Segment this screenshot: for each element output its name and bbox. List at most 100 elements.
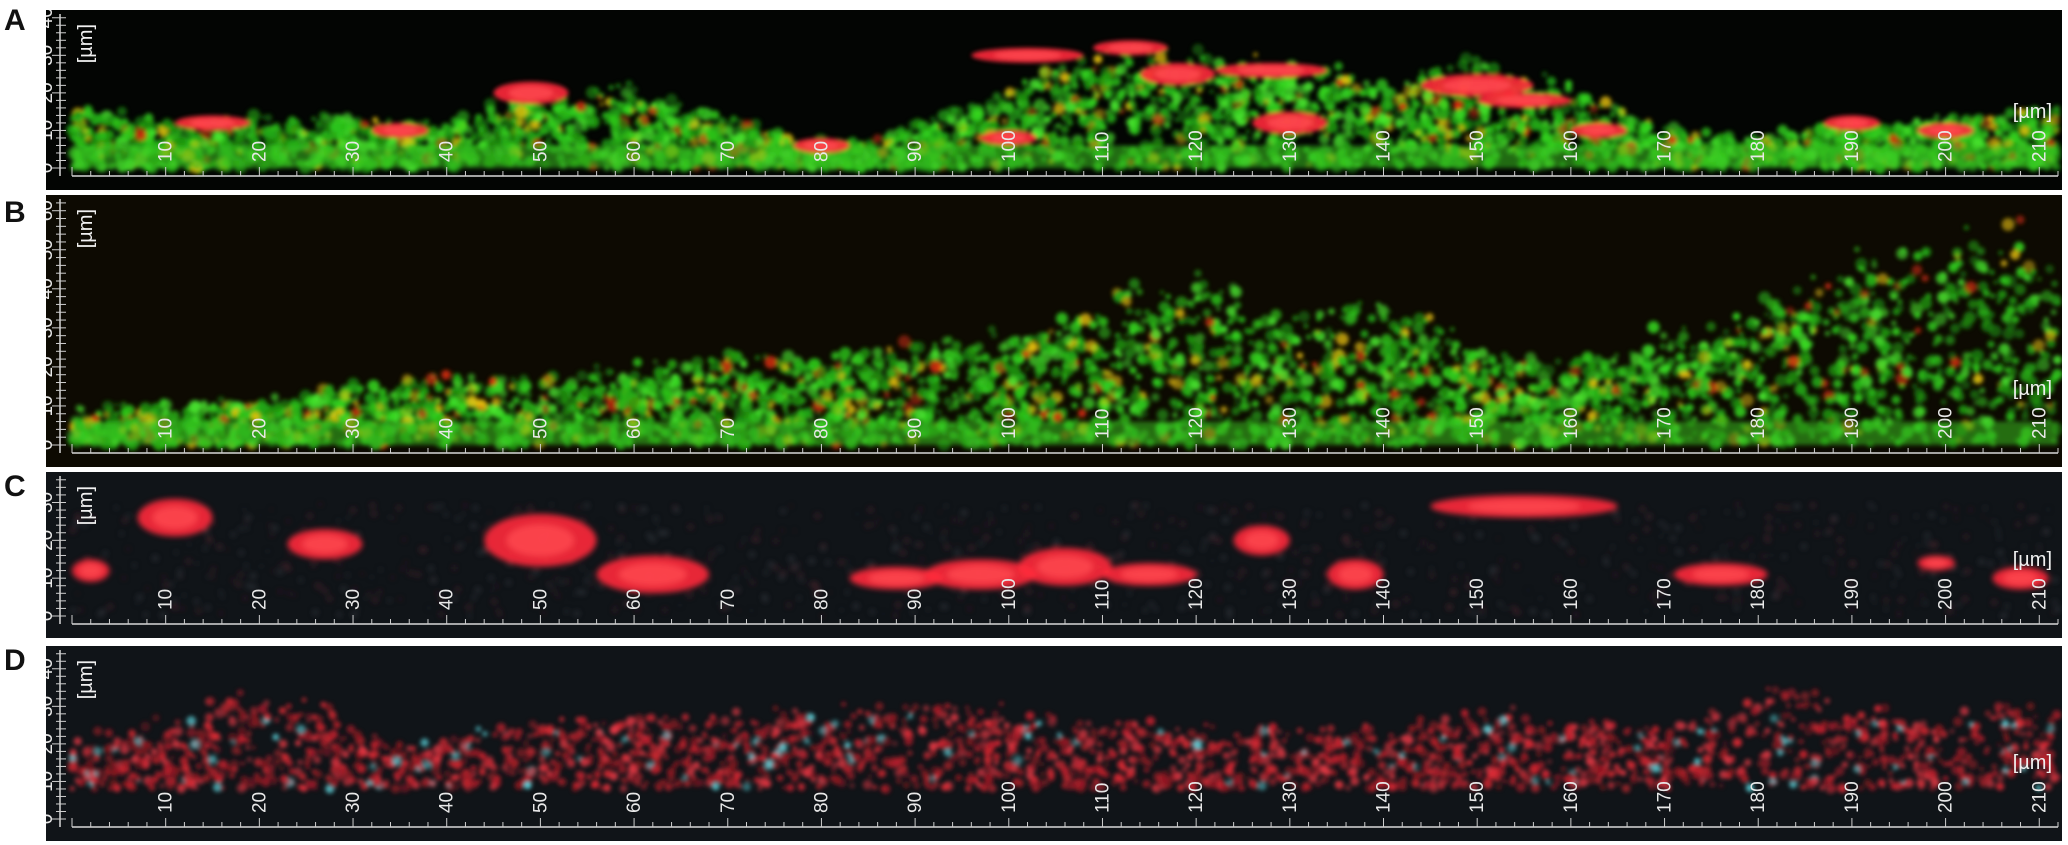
y-tick-label: 0 <box>46 814 57 825</box>
x-tick-label: 130 <box>1280 130 1301 162</box>
y-unit-label: [µm] <box>75 486 97 525</box>
x-tick-label: 70 <box>718 792 739 813</box>
x-tick-label: 210 <box>2029 781 2050 813</box>
x-tick-label: 130 <box>1280 781 1301 813</box>
x-unit-label: [µm] <box>2013 752 2052 774</box>
x-tick-label: 200 <box>1936 407 1957 439</box>
y-tick-label: 20 <box>46 356 57 377</box>
x-tick-label: 20 <box>249 792 270 813</box>
panel-letter-a: A <box>4 4 26 37</box>
x-tick-label: 210 <box>2029 578 2050 610</box>
x-tick-label: 180 <box>1748 407 1769 439</box>
x-tick-label: 190 <box>1842 781 1863 813</box>
x-tick-label: 110 <box>1092 409 1113 439</box>
panel-d-svg: 0 10 20 30 40 [µm] 10 20 30 40 50 60 70 80 90 100 110 120… <box>46 646 2062 841</box>
x-tick-label: 150 <box>1467 130 1488 162</box>
x-tick-label: 170 <box>1655 407 1676 439</box>
y-tick-label: 40 <box>46 10 57 28</box>
y-tick-label: 20 <box>46 82 57 103</box>
x-tick-label: 90 <box>905 792 926 813</box>
panel-c-image: 0 10 20 30 [µm] 10 20 30 40 50 60 70 80 90 100 110 120 13… <box>46 472 2062 638</box>
x-unit-label: [µm] <box>2013 101 2052 123</box>
x-tick-label: 200 <box>1936 130 1957 162</box>
panel-b-image: 0 10 20 30 40 50 60 [µm] 10 20 30 40 50 60 70 80 90 100 11… <box>46 195 2062 467</box>
x-tick-label: 140 <box>1374 781 1395 813</box>
y-unit-label: [µm] <box>75 24 97 63</box>
x-tick-label: 20 <box>249 141 270 162</box>
x-tick-label: 110 <box>1092 580 1113 610</box>
y-tick-label: 40 <box>46 278 57 299</box>
x-tick-label: 160 <box>1561 578 1582 610</box>
panel-letter-d: D <box>4 644 26 677</box>
x-tick-label: 80 <box>811 792 832 813</box>
x-tick-label: 40 <box>437 792 458 813</box>
panel-d-image: 0 10 20 30 40 [µm] 10 20 30 40 50 60 70 80 90 100 110 120… <box>46 646 2062 841</box>
x-tick-label: 100 <box>999 781 1020 813</box>
y-tick-label: 30 <box>46 317 57 338</box>
x-tick-label: 150 <box>1467 781 1488 813</box>
y-tick-label: 60 <box>46 200 57 221</box>
x-tick-label: 110 <box>1092 783 1113 813</box>
x-tick-label: 80 <box>811 418 832 439</box>
y-tick-label: 20 <box>46 530 57 551</box>
x-tick-label: 140 <box>1374 578 1395 610</box>
panel-b-svg: 0 10 20 30 40 50 60 [µm] 10 20 30 40 50 60 70 80 90 100 11… <box>46 195 2062 467</box>
x-tick-label: 60 <box>624 792 645 813</box>
x-tick-label: 10 <box>156 589 177 610</box>
x-tick-label: 60 <box>624 141 645 162</box>
x-tick-label: 30 <box>343 418 364 439</box>
x-tick-label: 10 <box>156 792 177 813</box>
x-tick-label: 90 <box>905 589 926 610</box>
y-tick-label: 10 <box>46 395 57 416</box>
x-tick-label: 150 <box>1467 578 1488 610</box>
x-tick-label: 30 <box>343 141 364 162</box>
panel-letter-c: C <box>4 470 26 503</box>
x-tick-label: 40 <box>437 141 458 162</box>
x-tick-label: 190 <box>1842 578 1863 610</box>
x-tick-label: 140 <box>1374 407 1395 439</box>
x-tick-label: 60 <box>624 418 645 439</box>
y-tick-label: 30 <box>46 696 57 717</box>
x-tick-label: 30 <box>343 589 364 610</box>
x-tick-label: 130 <box>1280 407 1301 439</box>
x-tick-label: 140 <box>1374 130 1395 162</box>
x-tick-label: 210 <box>2029 407 2050 439</box>
x-tick-label: 170 <box>1655 130 1676 162</box>
x-tick-label: 120 <box>1186 407 1207 439</box>
y-unit-label: [µm] <box>75 209 97 248</box>
x-tick-label: 100 <box>999 130 1020 162</box>
y-tick-label: 0 <box>46 440 57 451</box>
x-unit-label: [µm] <box>2013 378 2052 400</box>
x-tick-label: 190 <box>1842 130 1863 162</box>
x-tick-label: 40 <box>437 589 458 610</box>
x-tick-label: 130 <box>1280 578 1301 610</box>
x-tick-label: 10 <box>156 418 177 439</box>
x-tick-label: 170 <box>1655 781 1676 813</box>
x-tick-label: 100 <box>999 407 1020 439</box>
y-tick-label: 30 <box>46 45 57 66</box>
x-tick-label: 110 <box>1092 132 1113 162</box>
x-tick-label: 180 <box>1748 130 1769 162</box>
x-tick-label: 190 <box>1842 407 1863 439</box>
y-tick-label: 30 <box>46 492 57 513</box>
x-tick-label: 50 <box>530 418 551 439</box>
x-tick-label: 90 <box>905 418 926 439</box>
x-tick-label: 50 <box>530 589 551 610</box>
x-tick-label: 70 <box>718 418 739 439</box>
panel-c-svg: 0 10 20 30 [µm] 10 20 30 40 50 60 70 80 90 100 110 120 13… <box>46 472 2062 638</box>
x-tick-label: 90 <box>905 141 926 162</box>
x-tick-label: 50 <box>530 792 551 813</box>
x-tick-label: 120 <box>1186 781 1207 813</box>
panel-letter-b: B <box>4 196 26 229</box>
x-tick-label: 10 <box>156 141 177 162</box>
x-tick-label: 160 <box>1561 407 1582 439</box>
y-tick-label: 0 <box>46 611 57 622</box>
x-tick-label: 80 <box>811 589 832 610</box>
y-tick-label: 10 <box>46 568 57 589</box>
panel-a-svg: 0 10 20 30 40 [µm] 10 20 30 40 50 60 70 80 90 100 110 120… <box>46 10 2062 190</box>
x-tick-label: 30 <box>343 792 364 813</box>
y-tick-label: 0 <box>46 163 57 174</box>
y-tick-label: 10 <box>46 771 57 792</box>
x-tick-label: 200 <box>1936 578 1957 610</box>
x-tick-label: 50 <box>530 141 551 162</box>
